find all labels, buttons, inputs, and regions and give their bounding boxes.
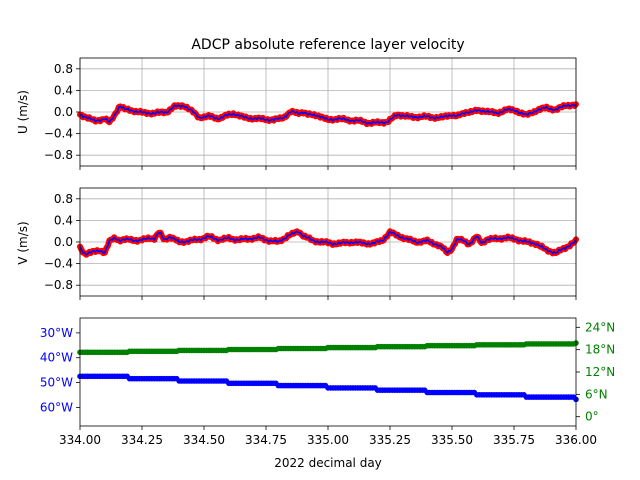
plot-frame xyxy=(79,317,577,427)
y-tick-label: 0.4 xyxy=(54,83,73,97)
x-tick-label: 336.00 xyxy=(555,433,597,447)
series-line-trace xyxy=(79,103,577,125)
y-tick-label: 0.8 xyxy=(54,62,73,76)
x-tick-label: 334.00 xyxy=(59,433,101,447)
longitude-tick-label: 50°W xyxy=(40,376,73,390)
longitude-tick-label: 30°W xyxy=(40,326,73,340)
v-axis-label: V (m/s) xyxy=(16,221,30,264)
longitude-tick-label: 40°W xyxy=(40,351,73,365)
latitude-tick-label: 24°N xyxy=(585,320,615,334)
x-tick-label: 335.00 xyxy=(307,433,349,447)
y-tick-label: 0.0 xyxy=(54,105,73,119)
y-tick-label: −0.8 xyxy=(44,148,73,162)
position-panel: 2022 decimal day 30°W 40°W 50°W 60°W 24°N 18°… xyxy=(40,317,615,470)
latitude-tick-label: 0° xyxy=(585,410,599,424)
y-tick-label: 0.0 xyxy=(54,235,73,249)
x-tick-label: 334.25 xyxy=(121,433,163,447)
x-axis-label: 2022 decimal day xyxy=(274,456,382,470)
y-tick-label: 0.4 xyxy=(54,213,73,227)
u-velocity-panel: U (m/s) 0.8 0.4 0.0 −0.4 −0.8 xyxy=(16,57,579,170)
chart-title: ADCP absolute reference layer velocity xyxy=(191,37,464,53)
x-tick-label: 334.75 xyxy=(245,433,287,447)
y-tick-label: −0.4 xyxy=(44,257,73,271)
u-axis-label: U (m/s) xyxy=(16,90,30,134)
longitude-tick-label: 60°W xyxy=(40,400,73,414)
latitude-tick-label: 12°N xyxy=(585,365,615,379)
v-velocity-panel: V (m/s) 0.8 0.4 0.0 −0.4 −0.8 xyxy=(16,187,579,300)
x-tick-label: 334.50 xyxy=(183,433,225,447)
x-tick-label: 335.50 xyxy=(431,433,473,447)
series-line-trace xyxy=(79,230,577,256)
x-tick-label: 335.75 xyxy=(493,433,535,447)
y-tick-label: −0.8 xyxy=(44,278,73,292)
latitude-tick-label: 6°N xyxy=(585,387,608,401)
latitude-tick-label: 18°N xyxy=(585,343,615,357)
y-tick-label: −0.4 xyxy=(44,127,73,141)
x-tick-label: 335.25 xyxy=(369,433,411,447)
y-tick-label: 0.8 xyxy=(54,192,73,206)
